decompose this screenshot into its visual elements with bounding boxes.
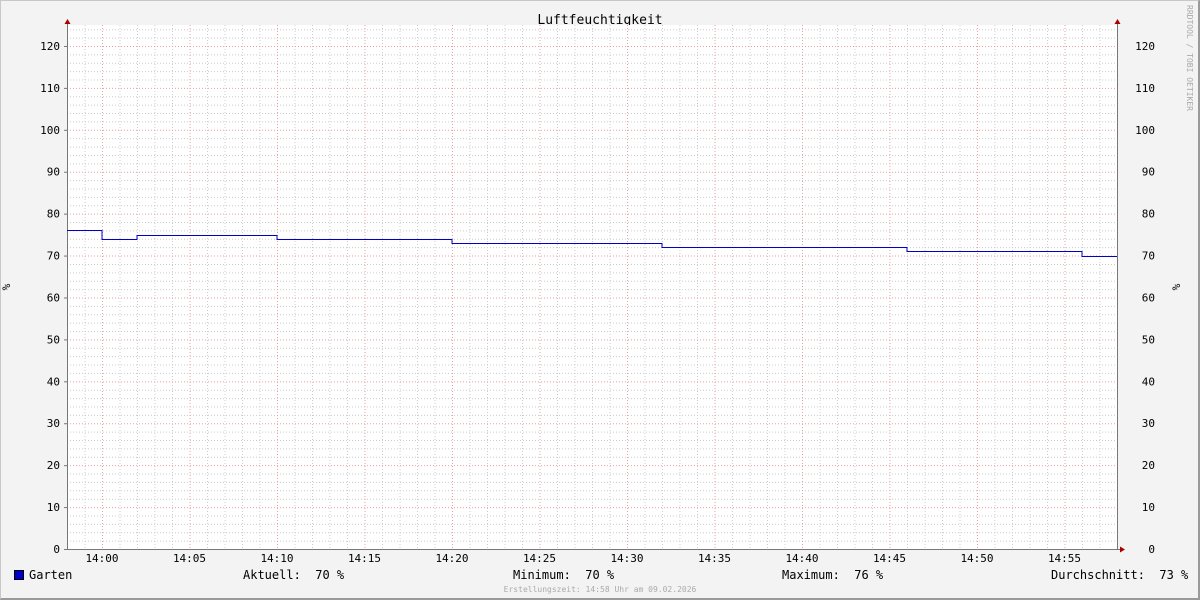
y-tick-label-right: 120 (1135, 40, 1155, 53)
y-tick-label-right: 50 (1142, 333, 1155, 346)
y-tick-label-left: 120 (40, 40, 60, 53)
x-tick-label: 14:50 (960, 552, 993, 565)
y-tick-label-left: 30 (47, 417, 60, 430)
y-tick-label-left: 60 (47, 291, 60, 304)
y-tick-label-right: 70 (1142, 250, 1155, 263)
y-tick-label-left: 100 (40, 124, 60, 137)
y-tick-label-left: 20 (47, 459, 60, 472)
x-tick-label: 14:25 (523, 552, 556, 565)
x-tick-label: 14:05 (173, 552, 206, 565)
legend-swatch (14, 570, 24, 580)
y-tick-label-left: 90 (47, 166, 60, 179)
y-tick-label-right: 60 (1142, 291, 1155, 304)
legend-average: Durchschnitt: 73 % (1051, 568, 1189, 582)
arrow-up-icon (64, 19, 71, 24)
x-tick-label: 14:10 (260, 552, 293, 565)
x-tick-label: 14:55 (1048, 552, 1081, 565)
y-tick-label-right: 110 (1135, 82, 1155, 95)
y-tick-label-left: 50 (47, 333, 60, 346)
x-tick-label: 14:40 (785, 552, 818, 565)
legend-minimum: Minimum: 70 % (513, 568, 615, 582)
y-tick-label-left: 40 (47, 375, 60, 388)
x-tick-label: 14:15 (348, 552, 381, 565)
y-tick-label-right: 40 (1142, 375, 1155, 388)
arrow-right-icon (1120, 546, 1125, 553)
y-tick-label-right: 90 (1142, 166, 1155, 179)
y-tick-label-left: 0 (53, 543, 60, 556)
y-tick-label-left: 110 (40, 82, 60, 95)
y-tick-label-right: 0 (1148, 543, 1155, 556)
x-tick-label: 14:30 (610, 552, 643, 565)
legend-current: Aktuell: 70 % (243, 568, 345, 582)
y-tick-label-left: 70 (47, 250, 60, 263)
y-axis-label-right: % (1170, 283, 1183, 290)
x-tick-label: 14:45 (873, 552, 906, 565)
legend-maximum: Maximum: 76 % (782, 568, 884, 582)
y-tick-label-left: 80 (47, 208, 60, 221)
footer-timestamp: Erstellungszeit: 14:58 Uhr am 09.02.2026 (503, 585, 697, 594)
x-tick-label: 14:20 (435, 552, 468, 565)
x-tick-label: 14:35 (698, 552, 731, 565)
x-tick-label: 14:00 (85, 552, 118, 565)
rrdtool-watermark: RRDTOOL / TOBI OETIKER (1185, 5, 1194, 111)
legend-series: Garten (14, 568, 72, 582)
series-line-garten (67, 230, 1117, 257)
y-tick-label-left: 10 (47, 501, 60, 514)
y-tick-label-right: 20 (1142, 459, 1155, 472)
y-tick-label-right: 30 (1142, 417, 1155, 430)
y-axis-label-left: % (0, 283, 13, 290)
chart-title: Luftfeuchtigkeit (537, 13, 662, 28)
y-tick-label-right: 10 (1142, 501, 1155, 514)
y-tick-label-right: 80 (1142, 208, 1155, 221)
legend-series-name: Garten (29, 568, 73, 582)
arrow-up-icon (1114, 19, 1121, 24)
y-tick-label-right: 100 (1135, 124, 1155, 137)
